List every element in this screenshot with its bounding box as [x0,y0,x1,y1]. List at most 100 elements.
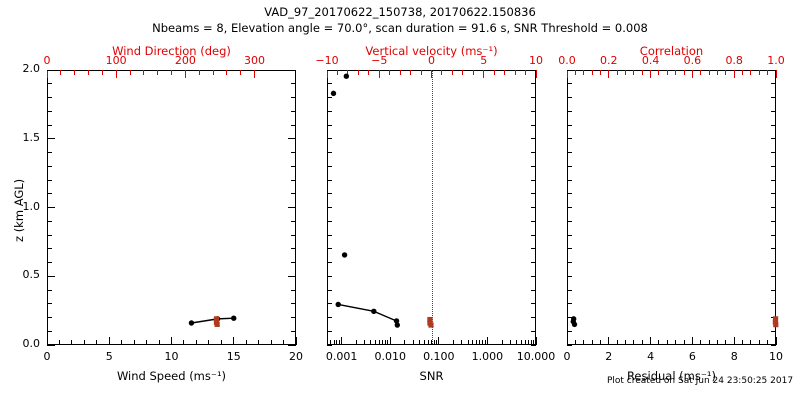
y-axis-minor-tick-wind [47,330,52,332]
y-axis-minor-tick-snr [327,262,332,263]
bottom-axis-minor-tick-residual [725,340,727,345]
top-axis-minor-tick-residual [742,70,744,75]
bottom-axis-tick-label-snr-3: 1.000 [471,350,504,363]
y-axis-minor-tick-wind [47,193,52,195]
y-axis-minor-tick-right-wind [291,193,296,195]
bottom-axis-minor-tick-snr [472,340,474,345]
y-axis-minor-tick-right-residual [771,83,776,85]
y-axis-minor-tick-right-snr [531,248,536,250]
bottom-axis-minor-tick-residual [625,340,627,345]
y-axis-minor-tick-residual [567,152,572,153]
y-axis-minor-tick-right-residual [771,344,776,346]
data-point-snr [428,322,434,328]
bottom-axis-minor-tick-residual [691,340,693,345]
y-axis-minor-tick-right-residual [771,97,776,98]
top-axis-minor-tick-residual [633,70,635,75]
bottom-axis-minor-tick-wind [46,340,48,345]
bottom-axis-minor-tick-residual [775,340,777,345]
data-point-snr [341,252,348,258]
top-axis-minor-tick-residual [691,70,693,75]
top-axis-minor-tick-wind [171,70,172,75]
y-axis-minor-tick-right-residual [771,289,776,291]
top-axis-minor-tick-wind [88,70,89,75]
top-axis-minor-tick-residual [658,70,660,75]
y-axis-minor-tick-snr [327,234,332,236]
y-axis-minor-tick-right-residual [771,124,776,126]
bottom-axis-minor-tick-residual [650,340,652,345]
top-axis-minor-tick-residual [675,70,677,75]
top-axis-minor-tick-snr [336,70,338,75]
top-axis-title-residual: Correlation [639,44,704,58]
top-axis-minor-tick-snr [357,70,359,75]
top-axis-minor-tick-snr [389,70,391,75]
top-axis-tick-label-residual-1: 0.2 [600,54,618,67]
y-axis-minor-tick-residual [567,234,572,236]
y-axis-minor-tick-right-residual [771,330,776,332]
y-axis-tick-label-3: 1.5 [22,130,41,144]
bottom-axis-minor-tick-snr [520,340,522,345]
bottom-axis-minor-tick-wind [233,340,235,345]
top-axis-title-wind: Wind Direction (deg) [112,44,231,58]
bottom-axis-tick-label-wind-1: 5 [105,350,113,363]
y-axis-minor-tick-snr [327,330,332,332]
bottom-axis-major-tick-snr [341,337,343,345]
top-axis-minor-tick-snr [451,70,453,75]
bottom-axis-minor-tick-snr [501,340,503,345]
top-axis-minor-tick-snr [525,70,527,75]
y-axis-minor-tick-snr [327,289,332,291]
top-axis-minor-tick-wind [198,70,200,75]
bottom-axis-minor-tick-residual [700,340,702,345]
y-axis-minor-tick-right-snr [531,262,536,263]
y-axis-minor-tick-snr [327,152,332,153]
bottom-axis-minor-tick-residual [733,340,735,345]
y-axis-minor-tick-right-residual [771,262,776,263]
bottom-axis-minor-tick-residual [683,340,685,345]
top-axis-tick-label-snr-2: 0 [428,54,435,67]
bottom-axis-minor-tick-wind [283,340,285,345]
top-axis-tick-label-residual-2: 0.4 [641,54,660,67]
top-axis-minor-tick-residual [683,70,685,75]
y-axis-minor-tick-snr [327,207,332,208]
y-axis-minor-tick-residual [567,220,572,222]
bottom-axis-minor-tick-residual [608,340,610,345]
y-axis-minor-tick-residual [567,248,572,250]
bottom-axis-minor-tick-snr [330,340,332,345]
y-axis-minor-tick-right-wind [291,179,296,181]
bottom-axis-tick-label-wind-0: 0 [43,350,51,363]
bottom-axis-minor-tick-residual [675,340,677,345]
y-axis-minor-tick-snr [327,69,332,71]
y-axis-minor-tick-wind [47,152,52,153]
bottom-axis-minor-tick-wind [270,340,272,345]
top-axis-minor-tick-residual [641,70,643,75]
y-axis-minor-tick-wind [47,262,52,263]
top-axis-minor-tick-residual [708,70,710,75]
top-axis-tick-label-snr-3: 5 [480,54,488,67]
y-axis-minor-tick-right-snr [531,179,536,181]
bottom-axis-minor-tick-snr [516,340,518,345]
top-axis-minor-tick-wind [60,70,62,75]
bottom-axis-minor-tick-snr [484,340,486,345]
bottom-axis-minor-tick-snr [336,340,338,345]
y-axis-minor-tick-right-wind [291,165,296,167]
y-axis-minor-tick-right-wind [291,152,296,153]
y-axis-minor-tick-wind [47,207,52,208]
bottom-axis-minor-tick-snr [467,340,469,345]
bottom-axis-minor-tick-residual [708,340,710,345]
bottom-axis-minor-tick-wind [171,340,172,345]
y-axis-minor-tick-right-residual [771,234,776,236]
top-axis-minor-tick-snr [378,70,380,75]
y-axis-minor-tick-right-wind [291,97,296,98]
top-axis-tick-label-residual-3: 0.6 [683,54,702,67]
reference-line-snr [431,71,433,344]
y-axis-minor-tick-snr [327,275,332,277]
y-axis-minor-tick-wind [47,344,52,346]
y-axis-minor-tick-right-wind [291,110,296,112]
top-axis-minor-tick-snr [462,70,464,75]
y-axis-minor-tick-snr [327,165,332,167]
y-axis-minor-tick-wind [47,289,52,291]
top-axis-minor-tick-snr [347,70,349,75]
bottom-axis-minor-tick-residual [566,340,568,345]
bottom-axis-minor-tick-snr [355,340,357,345]
y-axis-minor-tick-residual [567,97,572,98]
